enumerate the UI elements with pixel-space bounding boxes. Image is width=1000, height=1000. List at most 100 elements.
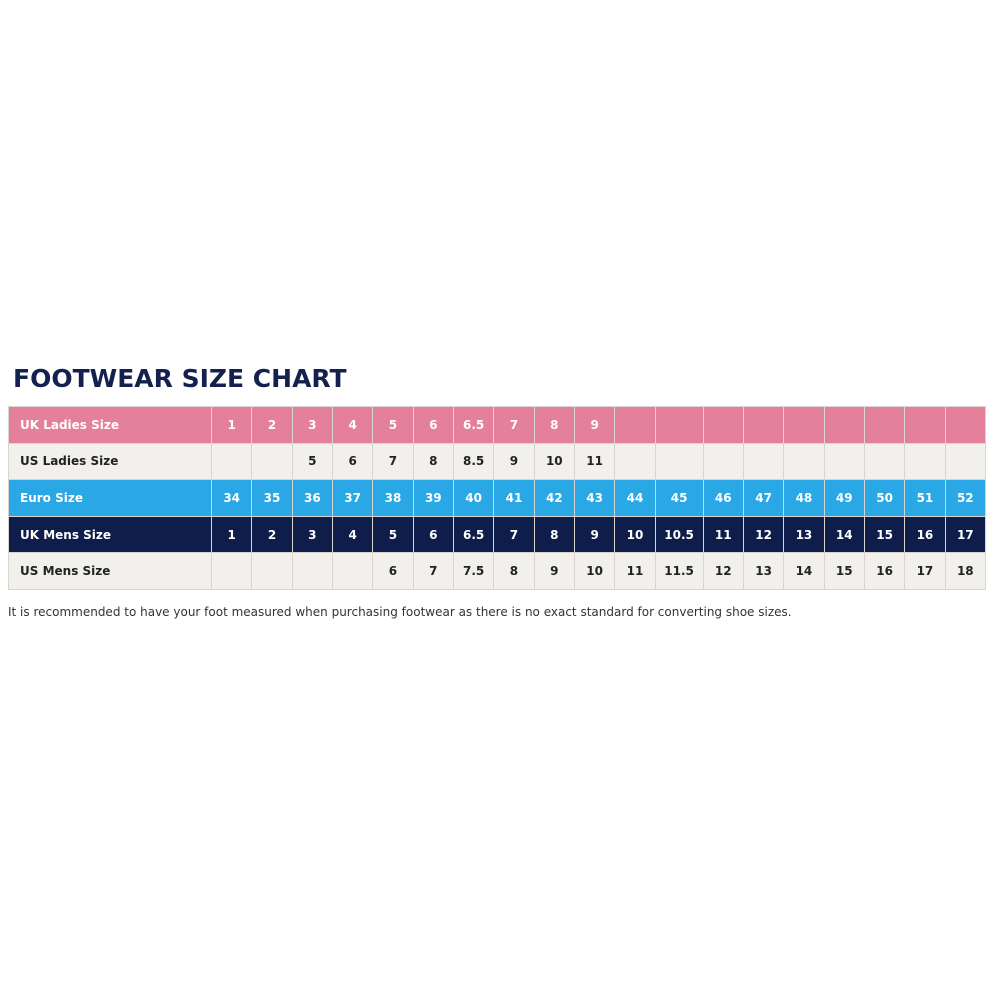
size-cell: [742, 406, 785, 444]
size-cell: 50: [863, 479, 906, 517]
table-row-uk-mens-size: UK Mens Size 1 2 3 4 5 6 6.5 7 8 9 10 10.5 11 12 13 14 15…: [8, 515, 987, 554]
size-cell: [614, 442, 656, 481]
size-cell: [702, 442, 744, 481]
size-cell: 36: [291, 479, 333, 517]
size-cell: 11.5: [654, 552, 704, 590]
size-cell: [291, 552, 333, 590]
size-cell: 18: [944, 552, 987, 590]
table-row-uk-ladies-size: UK Ladies Size 1 2 3 4 5 6 6.5 7 8 9: [8, 406, 987, 444]
size-cell: 12: [702, 552, 744, 590]
table-row-us-mens-size: US Mens Size 6 7 7.5 8 9 10 11 11.5 12 13 14 15 16 17 1…: [8, 552, 987, 590]
size-cell: 35: [251, 479, 293, 517]
size-cell: 48: [783, 479, 825, 517]
size-cell: 11: [614, 552, 656, 590]
size-cell: [331, 552, 374, 590]
size-cell: 40: [452, 479, 495, 517]
row-label: UK Ladies Size: [8, 406, 212, 444]
size-cell: 17: [944, 515, 987, 554]
size-cell: 8: [412, 442, 454, 481]
size-cell: 38: [372, 479, 414, 517]
size-cell: 5: [372, 515, 414, 554]
size-cell: 13: [783, 515, 825, 554]
size-chart-table: UK Ladies Size 1 2 3 4 5 6 6.5 7 8 9 US Ladies Size…: [8, 406, 987, 590]
size-cell: 12: [742, 515, 785, 554]
size-cell: 10: [533, 442, 575, 481]
size-cell: [210, 552, 253, 590]
size-cell: 14: [783, 552, 825, 590]
size-cell: 44: [614, 479, 656, 517]
size-cell: 51: [904, 479, 946, 517]
size-cell: 15: [863, 515, 906, 554]
size-cell: 1: [210, 515, 253, 554]
size-cell: [863, 442, 906, 481]
size-cell: [823, 406, 865, 444]
row-label: US Mens Size: [8, 552, 212, 590]
size-cell: 8.5: [452, 442, 495, 481]
size-cell: 37: [331, 479, 374, 517]
size-cell: 49: [823, 479, 865, 517]
size-cell: [742, 442, 785, 481]
page-title: FOOTWEAR SIZE CHART: [13, 364, 347, 393]
size-cell: [863, 406, 906, 444]
size-cell: [614, 406, 656, 444]
size-cell: 10.5: [654, 515, 704, 554]
size-cell: 3: [291, 515, 333, 554]
size-cell: 5: [291, 442, 333, 481]
size-cell: 6: [412, 515, 454, 554]
size-cell: 16: [863, 552, 906, 590]
size-cell: 1: [210, 406, 253, 444]
size-cell: 8: [533, 515, 575, 554]
size-cell: 13: [742, 552, 785, 590]
size-cell: [944, 406, 987, 444]
size-cell: 3: [291, 406, 333, 444]
size-cell: [654, 442, 704, 481]
footnote: It is recommended to have your foot meas…: [8, 605, 792, 619]
size-cell: 45: [654, 479, 704, 517]
size-cell: 41: [493, 479, 535, 517]
size-cell: 7: [493, 515, 535, 554]
size-cell: [783, 442, 825, 481]
row-label: Euro Size: [8, 479, 212, 517]
size-cell: 10: [614, 515, 656, 554]
size-cell: [823, 442, 865, 481]
size-cell: [251, 442, 293, 481]
size-cell: 4: [331, 406, 374, 444]
size-cell: [210, 442, 253, 481]
size-cell: 7: [493, 406, 535, 444]
size-cell: [904, 406, 946, 444]
size-cell: 2: [251, 515, 293, 554]
size-cell: 47: [742, 479, 785, 517]
size-cell: 9: [533, 552, 575, 590]
size-cell: 2: [251, 406, 293, 444]
size-cell: 8: [533, 406, 575, 444]
size-cell: [783, 406, 825, 444]
size-cell: [904, 442, 946, 481]
size-cell: 16: [904, 515, 946, 554]
size-cell: 39: [412, 479, 454, 517]
size-cell: 7.5: [452, 552, 495, 590]
size-cell: 34: [210, 479, 253, 517]
size-cell: 4: [331, 515, 374, 554]
size-cell: [251, 552, 293, 590]
row-label: US Ladies Size: [8, 442, 212, 481]
size-cell: 9: [493, 442, 535, 481]
size-cell: 5: [372, 406, 414, 444]
size-cell: 9: [573, 406, 616, 444]
size-cell: 7: [412, 552, 454, 590]
size-cell: [702, 406, 744, 444]
size-cell: 15: [823, 552, 865, 590]
size-cell: 10: [573, 552, 616, 590]
table-row-euro-size: Euro Size 34 35 36 37 38 39 40 41 42 43 44 45 46 47 48 4…: [8, 479, 987, 517]
size-cell: 42: [533, 479, 575, 517]
size-cell: 14: [823, 515, 865, 554]
size-cell: 52: [944, 479, 987, 517]
size-cell: 9: [573, 515, 616, 554]
size-cell: 46: [702, 479, 744, 517]
size-cell: 11: [573, 442, 616, 481]
size-cell: 6: [412, 406, 454, 444]
size-cell: 6.5: [452, 406, 495, 444]
size-cell: 6: [372, 552, 414, 590]
size-cell: 17: [904, 552, 946, 590]
size-cell: 43: [573, 479, 616, 517]
size-cell: [654, 406, 704, 444]
